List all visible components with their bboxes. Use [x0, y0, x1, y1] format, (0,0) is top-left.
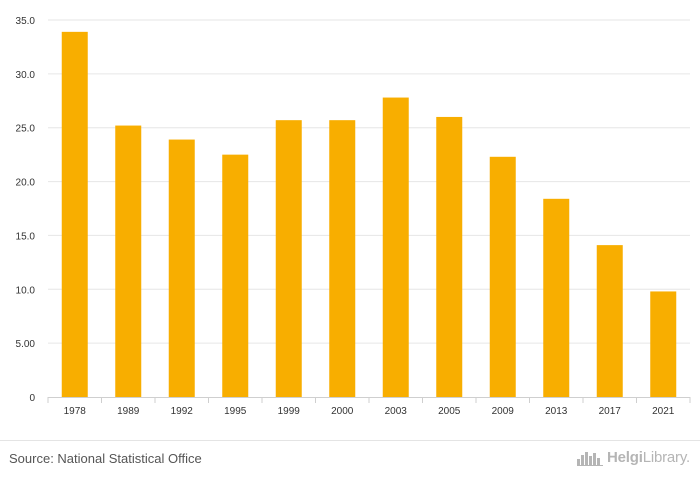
bar-2003	[382, 97, 409, 397]
x-tick-label: 1989	[117, 406, 140, 417]
x-tick-label: 2021	[652, 406, 675, 417]
x-tick-label: 1999	[278, 406, 301, 417]
bar-1978	[61, 31, 88, 397]
bar-1995	[222, 154, 249, 397]
y-tick-label: 25.0	[16, 124, 36, 135]
bar-1989	[115, 125, 142, 397]
y-tick-label: 0	[29, 393, 35, 404]
bar-2005	[436, 116, 463, 397]
x-tick-label: 2013	[545, 406, 568, 417]
x-tick-label: 1995	[224, 406, 247, 417]
logo-text-light: Library.	[642, 449, 691, 466]
footer-divider	[0, 440, 700, 441]
y-tick-label: 30.0	[16, 70, 36, 81]
y-tick-label: 35.0	[16, 16, 36, 27]
bar-2021	[650, 291, 677, 397]
helgi-library-logo[interactable]: HelgiLibrary.	[577, 449, 690, 466]
x-tick-label: 2005	[438, 406, 461, 417]
x-tick-label: 2003	[385, 406, 408, 417]
source-note: Source: National Statistical Office	[9, 451, 202, 466]
x-tick-label: 2009	[492, 406, 515, 417]
bar-2009	[489, 156, 516, 397]
y-tick-label: 10.0	[16, 285, 36, 296]
x-tick-label: 1978	[64, 406, 87, 417]
bar-1992	[168, 139, 195, 397]
x-tick-label: 2017	[599, 406, 622, 417]
x-tick-label: 1992	[171, 406, 194, 417]
logo-text-bold: Helgi	[607, 449, 643, 466]
bar-2017	[596, 245, 623, 397]
bar-2013	[543, 198, 570, 397]
y-tick-label: 20.0	[16, 178, 36, 189]
y-tick-label: 15.0	[16, 231, 36, 242]
bar-1999	[275, 120, 302, 397]
x-tick-label: 2000	[331, 406, 354, 417]
logo-text: HelgiLibrary.	[607, 449, 690, 466]
bar-2000	[329, 120, 356, 397]
city-skyline-icon	[577, 451, 603, 466]
y-tick-label: 5.00	[16, 339, 36, 350]
bar-chart: 0 5.00 10.0 15.0 20.0 25.0 30.0 35.0 1978 1989 199…	[16, 16, 691, 417]
